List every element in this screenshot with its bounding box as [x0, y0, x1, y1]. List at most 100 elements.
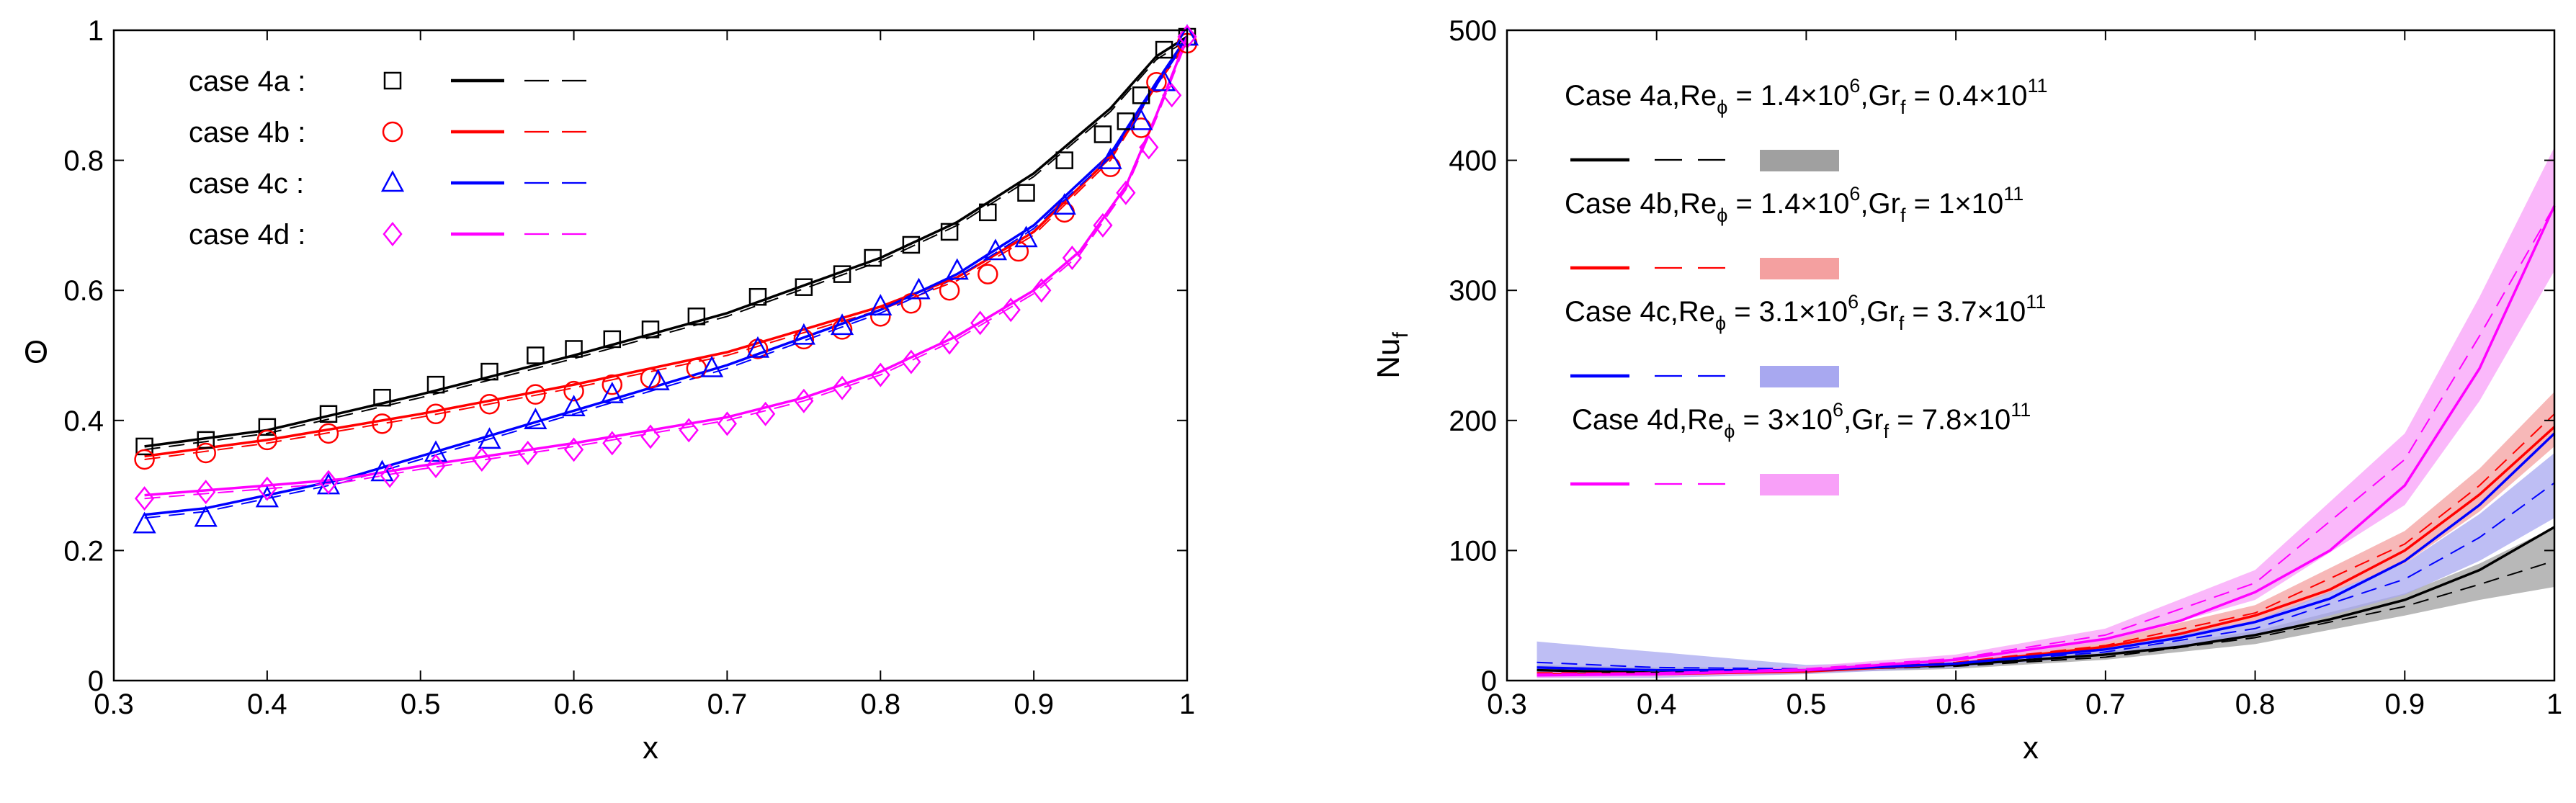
point-2-10: [601, 374, 623, 395]
x-tick-label: 0.5: [1786, 688, 1827, 720]
legend-re-sub: ϕ: [1724, 421, 1735, 442]
point-4-11: [640, 424, 661, 449]
legend-text-3: Case 4c,Reϕ = 3.1×106,Grf = 3.7×1011: [1565, 291, 2046, 334]
point-1-8: [527, 346, 545, 364]
legend-marker-2: [382, 121, 403, 143]
point-3-3: [255, 485, 279, 508]
solid-line-3: [144, 36, 1189, 516]
point-3-23: [1130, 108, 1153, 130]
x-tick-label: 0.3: [1487, 688, 1527, 720]
y-tick-label: 400: [1449, 145, 1497, 177]
y-tick-label: 0: [88, 665, 104, 697]
legend-label-4: case 4d :: [189, 219, 305, 251]
point-4-1: [134, 486, 155, 511]
point-2-9: [563, 380, 584, 402]
legend-case: Case 4a,Re: [1565, 80, 1717, 112]
point-4-15: [794, 388, 814, 413]
legend-gr-val: = 3.7×10: [1904, 296, 2026, 328]
solid-line-4: [144, 36, 1189, 497]
point-3-20: [1014, 225, 1038, 248]
x-tick-label: 0.8: [2235, 688, 2276, 720]
x-tick-label: 0.3: [94, 688, 134, 720]
legend-re-val: = 3×10: [1735, 404, 1833, 436]
point-4-14: [756, 401, 776, 426]
legend-re-sub: ϕ: [1717, 97, 1727, 118]
y-axis-label: Nuf: [1371, 332, 1413, 379]
y-tick-label: 1: [88, 15, 104, 47]
point-1-22: [1094, 125, 1112, 143]
point-4-7: [472, 447, 492, 472]
y-tick-label: 300: [1449, 275, 1497, 307]
solid-line-3: [1537, 432, 2556, 672]
point-2-8: [525, 384, 546, 405]
point-1-4: [319, 405, 338, 423]
legend-gr: ,Gr: [1860, 80, 1900, 112]
x-tick-label: 0.4: [247, 688, 287, 720]
point-3-13: [746, 336, 770, 358]
point-4-20: [970, 310, 990, 336]
legend-band-4: [1760, 474, 1839, 495]
point-1-17: [902, 235, 921, 254]
point-4-19: [939, 330, 960, 355]
y-tick-label: 0.8: [63, 145, 104, 177]
point-3-6: [424, 440, 448, 462]
legend-gr-sub: f: [1900, 205, 1906, 226]
point-2-15: [831, 319, 853, 340]
legend-gr-sub: f: [1884, 421, 1889, 442]
point-1-2: [197, 431, 215, 449]
legend-case: Case 4d,Re: [1572, 404, 1724, 436]
point-3-12: [700, 355, 724, 377]
point-3-14: [792, 323, 815, 345]
legend-re-exp: 6: [1848, 291, 1859, 313]
dashed-line-3: [144, 39, 1188, 519]
point-3-21: [1052, 193, 1076, 215]
point-4-25: [1116, 180, 1136, 205]
point-3-7: [478, 427, 501, 449]
y-tick-label: 0.2: [63, 535, 104, 567]
point-3-22: [1099, 147, 1122, 169]
point-3-17: [907, 277, 931, 300]
point-1-25: [1155, 40, 1173, 59]
point-4-21: [1001, 297, 1021, 323]
point-2-7: [479, 393, 500, 415]
legend-band-1: [1760, 150, 1839, 171]
point-4-23: [1062, 246, 1082, 271]
point-3-9: [562, 395, 586, 416]
legend-re-exp: 6: [1849, 183, 1860, 205]
point-1-12: [687, 308, 706, 326]
legend-re-val: = 1.4×10: [1727, 80, 1849, 112]
point-1-16: [864, 248, 882, 267]
legend-band-3: [1760, 366, 1839, 387]
point-4-26: [1139, 135, 1159, 160]
plot-frame: [1506, 29, 2556, 682]
legend-re-exp: 6: [1833, 399, 1843, 421]
point-2-5: [372, 413, 393, 434]
legend-case: Case 4b,Re: [1565, 188, 1717, 220]
y-tick-label: 500: [1449, 15, 1497, 47]
x-tick-label: 0.5: [401, 688, 441, 720]
point-4-6: [426, 454, 446, 479]
band-3: [1537, 453, 2554, 678]
legend-text-2: Case 4b,Reϕ = 1.4×106,Grf = 1×1011: [1565, 183, 2023, 226]
point-2-18: [939, 279, 960, 301]
point-1-14: [795, 278, 813, 296]
legend-gr-exp: 11: [2026, 291, 2046, 313]
legend-gr-sub: f: [1899, 313, 1905, 334]
point-4-17: [870, 362, 890, 387]
point-3-19: [983, 238, 1008, 261]
y-tick-label: 0.4: [63, 405, 104, 437]
legend-re-sub: ϕ: [1715, 313, 1726, 334]
point-1-5: [373, 388, 391, 407]
point-4-9: [563, 437, 584, 462]
legend-re-sub: ϕ: [1717, 205, 1727, 226]
x-tick-label: 0.6: [554, 688, 594, 720]
point-3-10: [600, 382, 624, 403]
point-3-8: [524, 408, 547, 430]
x-axis-label: x: [2023, 730, 2039, 766]
x-tick-label: 1: [2546, 688, 2562, 720]
legend-marker-1: [383, 71, 402, 90]
point-1-3: [258, 418, 277, 436]
x-tick-label: 0.9: [1014, 688, 1054, 720]
